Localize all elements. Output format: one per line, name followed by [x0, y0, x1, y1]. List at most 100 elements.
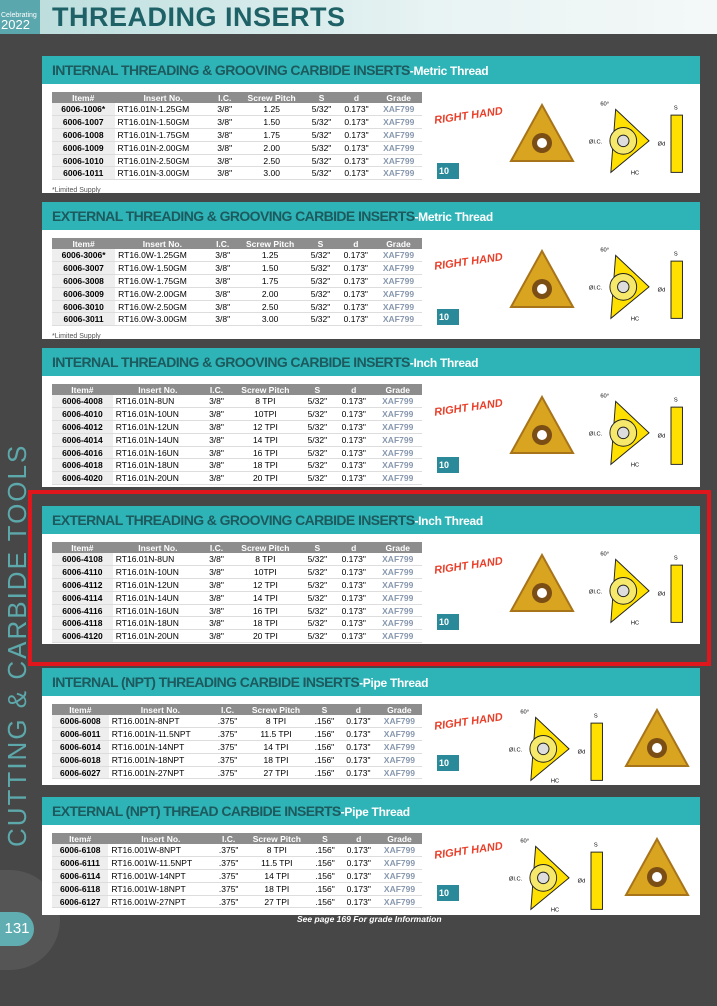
table-cell: 5/32" [304, 274, 337, 288]
angle-label: 60° [600, 394, 609, 400]
table-cell: 3.00 [237, 166, 306, 181]
column-header: S [300, 542, 334, 553]
table-cell: 0.173" [336, 312, 375, 327]
anniversary-badge: Celebrating 2022 [0, 0, 40, 34]
table-cell: 3/8" [209, 274, 236, 288]
table-cell: 0.173" [340, 856, 378, 871]
table-cell: 8 TPI [230, 553, 301, 567]
table-cell: RT16.001W-14NPT [108, 869, 214, 883]
table-row: 6006-4120 RT16.01N-20UN 3/8" 20 TPI 5/32" 0.1… [52, 629, 422, 644]
table-cell: RT16.001N-14NPT [108, 740, 213, 754]
table-cell: .156" [308, 715, 340, 729]
table-cell: 3/8" [209, 249, 236, 263]
table-cell: 3/8" [202, 471, 231, 486]
table-cell: 18 TPI [230, 458, 301, 473]
table-cell: 3/8" [202, 446, 231, 460]
s-label: S [594, 842, 598, 848]
table-row: 6006-4110 RT16.01N-10UN 3/8" 10TPI 5/32" 0.17… [52, 565, 422, 580]
right-hand-label: RIGHT HAND [433, 711, 504, 733]
angle-label: 60° [600, 102, 609, 108]
table-cell: 11.5 TPI [243, 727, 309, 742]
table-cell: 18 TPI [230, 616, 301, 631]
table-cell: XAF799 [374, 300, 422, 314]
table-cell: 6006-6118 [52, 882, 109, 896]
angle-label: 60° [600, 248, 609, 254]
column-header: d [340, 833, 378, 844]
table-cell: 0.173" [337, 154, 376, 168]
column-header: d [339, 704, 377, 715]
badge-text: Celebrating [1, 12, 37, 19]
table-cell: 0.173" [340, 895, 378, 909]
insert-dimension-diagram: 60° ØI.C. HC S Ød [509, 710, 603, 784]
table-cell: .156" [309, 844, 341, 858]
table-row: 6006-6118 RT16.001W-18NPT .375" 18 TPI .156"… [52, 882, 422, 896]
table-cell: .156" [309, 869, 341, 883]
table-cell: 3/8" [209, 287, 236, 301]
section-title: EXTERNAL THREADING & GROOVING CARBIDE IN… [52, 208, 415, 224]
table-row: 6006-4014 RT16.01N-14UN 3/8" 14 TPI 5/32" 0.1… [52, 433, 422, 447]
table-row: 6006-3011 RT16.0W-3.00GM 3/8" 3.00 5/32" 0.17… [52, 312, 422, 327]
table-cell: RT16.001N-18NPT [108, 753, 213, 767]
table-row: 6006-6114 RT16.001W-14NPT .375" 14 TPI .156"… [52, 869, 422, 883]
table-cell: .156" [308, 740, 340, 754]
ic-label: ØI.C. [589, 590, 603, 596]
table-cell: 3/8" [202, 407, 231, 422]
table-cell: 6006-6008 [52, 715, 109, 729]
table-cell: 5/32" [300, 591, 334, 605]
table-cell: RT16.0W-1.50GM [115, 261, 210, 276]
section-title: EXTERNAL (NPT) THREAD CARBIDE INSERTS [52, 803, 341, 819]
table-cell: RT16.0W-1.25GM [115, 249, 210, 263]
highlight-box [28, 490, 711, 666]
right-hand-label: RIGHT HAND [433, 105, 504, 127]
table-cell: XAF799 [376, 753, 422, 767]
section-title-bar: INTERNAL THREADING & GROOVING CARBIDE IN… [42, 348, 700, 376]
column-header: Grade [373, 542, 422, 553]
table-cell: 6006-6111 [52, 856, 109, 871]
column-header: Insert No. [112, 542, 203, 553]
table-cell: XAF799 [377, 856, 422, 871]
table-cell: 3/8" [211, 128, 238, 142]
right-hand-label: RIGHT HAND [433, 840, 504, 862]
table-cell: 14 TPI [230, 433, 301, 447]
section-subtitle: -Metric Thread [414, 210, 493, 224]
table-cell: .375" [212, 727, 244, 742]
table-row: 6006-1011 RT16.01N-3.00GM 3/8" 3.00 5/32" 0.1… [52, 166, 422, 181]
table-cell: XAF799 [374, 312, 422, 327]
table-row: 6006-4108 RT16.01N-8UN 3/8" 8 TPI 5/32" 0.173… [52, 553, 422, 567]
table-cell: RT16.001W-27NPT [108, 895, 214, 909]
table-cell: .375" [212, 740, 244, 754]
table-cell: XAF799 [373, 591, 422, 605]
s-label: S [674, 251, 678, 257]
table-cell: .156" [309, 895, 341, 909]
hc-label: HC [551, 907, 559, 913]
d-label: Ød [578, 750, 586, 756]
table-cell: 18 TPI [244, 882, 310, 896]
table-cell: XAF799 [373, 553, 422, 567]
table-cell: 5/32" [304, 300, 337, 314]
table-cell: .375" [212, 753, 244, 767]
table-cell: RT16.001W-11.5NPT [108, 856, 214, 871]
column-header: S [304, 238, 337, 249]
ic-label: ØI.C. [589, 432, 603, 438]
table-cell: 14 TPI [230, 591, 301, 605]
table-cell: XAF799 [375, 166, 422, 181]
table-cell: 5/32" [305, 154, 338, 168]
table-cell: 8 TPI [243, 715, 309, 729]
table-cell: 5/32" [300, 616, 334, 631]
table-cell: 5/32" [300, 458, 334, 473]
table-cell: 3/8" [202, 458, 231, 473]
hc-label: HC [631, 316, 639, 322]
product-section: EXTERNAL (NPT) THREAD CARBIDE INSERTS-Pi… [42, 797, 700, 915]
table-cell: 3/8" [202, 629, 231, 644]
table-row: 6006-3008 RT16.0W-1.75GM 3/8" 1.75 5/32" 0.17… [52, 274, 422, 288]
column-header: I.C. [202, 542, 231, 553]
table-cell: RT16.0W-2.50GM [115, 300, 210, 314]
d-label: Ød [658, 142, 666, 148]
column-header: Item# [52, 92, 115, 103]
section-title: INTERNAL THREADING & GROOVING CARBIDE IN… [52, 354, 410, 370]
column-header: Insert No. [108, 704, 213, 715]
